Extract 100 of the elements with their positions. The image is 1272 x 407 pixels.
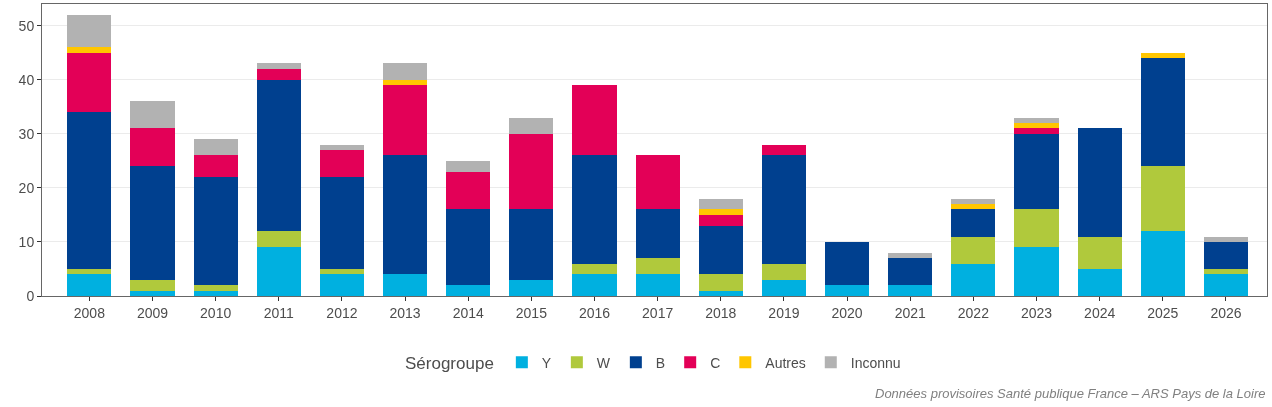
x-tick-label: 2025 — [1147, 304, 1179, 321]
bar — [130, 279, 175, 291]
bar — [1077, 128, 1122, 237]
bar — [761, 155, 807, 264]
legend-title: Sérogroupe — [405, 353, 494, 373]
y-tick-label: 50 — [18, 17, 35, 34]
y-tick-label: 0 — [26, 287, 35, 304]
legend-label: Y — [541, 354, 552, 371]
x-tick-label: 2022 — [957, 304, 990, 321]
bar — [509, 133, 554, 210]
legend-label: Autres — [765, 354, 806, 371]
bar — [572, 274, 617, 296]
bar — [130, 128, 175, 167]
legend-label: B — [655, 354, 666, 371]
bar — [446, 209, 491, 286]
bar — [1140, 58, 1185, 167]
legend-label: Inconnu — [850, 354, 901, 371]
x-tick-label: 2024 — [1084, 304, 1116, 321]
bar — [446, 160, 491, 172]
bar — [698, 198, 743, 210]
bar — [1014, 128, 1059, 134]
bar — [193, 177, 238, 286]
bar — [256, 79, 301, 232]
bar — [824, 285, 870, 296]
x-tick-label: 2011 — [263, 304, 295, 321]
bar — [951, 209, 996, 237]
bar — [1077, 268, 1122, 296]
x-tick-label: 2020 — [831, 304, 863, 321]
bar — [1203, 236, 1249, 242]
bar — [1014, 133, 1059, 210]
bar — [951, 198, 996, 205]
x-tick-label: 2012 — [326, 304, 358, 321]
bar — [256, 231, 301, 248]
bar — [635, 258, 680, 275]
bar — [1014, 209, 1059, 248]
bar — [572, 85, 617, 156]
x-tick-label: 2021 — [894, 304, 927, 321]
bar — [67, 14, 112, 48]
bar — [509, 279, 554, 296]
bar — [67, 47, 112, 53]
x-tick-label: 2023 — [1020, 304, 1053, 321]
bar — [951, 204, 996, 210]
bar — [509, 117, 554, 134]
bar — [761, 279, 807, 296]
bar — [319, 274, 365, 296]
y-tick-label: 10 — [18, 233, 35, 250]
bar — [67, 112, 112, 269]
x-tick-label: 2014 — [452, 304, 484, 321]
x-tick-label: 2016 — [578, 304, 611, 321]
y-tick-label: 30 — [18, 125, 35, 142]
bar — [1140, 166, 1185, 232]
x-tick-label: 2009 — [136, 304, 169, 321]
bar — [698, 214, 743, 226]
bar — [1077, 236, 1122, 269]
bar — [130, 166, 175, 280]
x-tick-label: 2026 — [1210, 304, 1242, 321]
bar — [382, 85, 428, 156]
bar — [1203, 274, 1249, 296]
bar — [761, 263, 807, 280]
legend-label: C — [710, 354, 721, 371]
bar — [193, 285, 238, 291]
bar — [572, 263, 617, 275]
bar — [635, 155, 680, 210]
bar — [824, 241, 870, 286]
bar — [446, 171, 491, 210]
x-tick-label: 2013 — [389, 304, 421, 321]
bar — [319, 177, 365, 269]
bar — [698, 290, 743, 296]
bar — [193, 290, 238, 296]
bar — [319, 150, 365, 178]
bar — [1014, 247, 1059, 296]
bar — [319, 268, 365, 275]
bar — [130, 290, 175, 296]
bar — [572, 155, 617, 264]
bar — [67, 274, 112, 296]
bar — [256, 247, 301, 296]
bar — [888, 258, 933, 286]
bar — [698, 209, 743, 215]
bar — [446, 285, 491, 296]
bar — [382, 274, 428, 296]
x-tick-label: 2008 — [73, 304, 106, 321]
bar — [193, 139, 238, 156]
bar — [67, 268, 112, 275]
bar — [698, 225, 743, 275]
y-tick-label: 40 — [18, 71, 35, 88]
bar — [635, 274, 680, 296]
bar — [382, 63, 428, 80]
bar — [635, 209, 680, 259]
text: Données provisoires Santé publique France – ARS Pays de la Loire — [875, 386, 1266, 401]
bar — [888, 252, 933, 259]
bar — [509, 209, 554, 280]
bar — [67, 52, 112, 113]
bar — [698, 274, 743, 291]
bar — [256, 63, 301, 69]
bar — [761, 144, 807, 156]
x-tick-label: 2015 — [515, 304, 548, 321]
bar — [319, 144, 365, 150]
bar — [1014, 117, 1059, 123]
bar — [256, 68, 301, 80]
x-tick-label: 2018 — [705, 304, 737, 321]
